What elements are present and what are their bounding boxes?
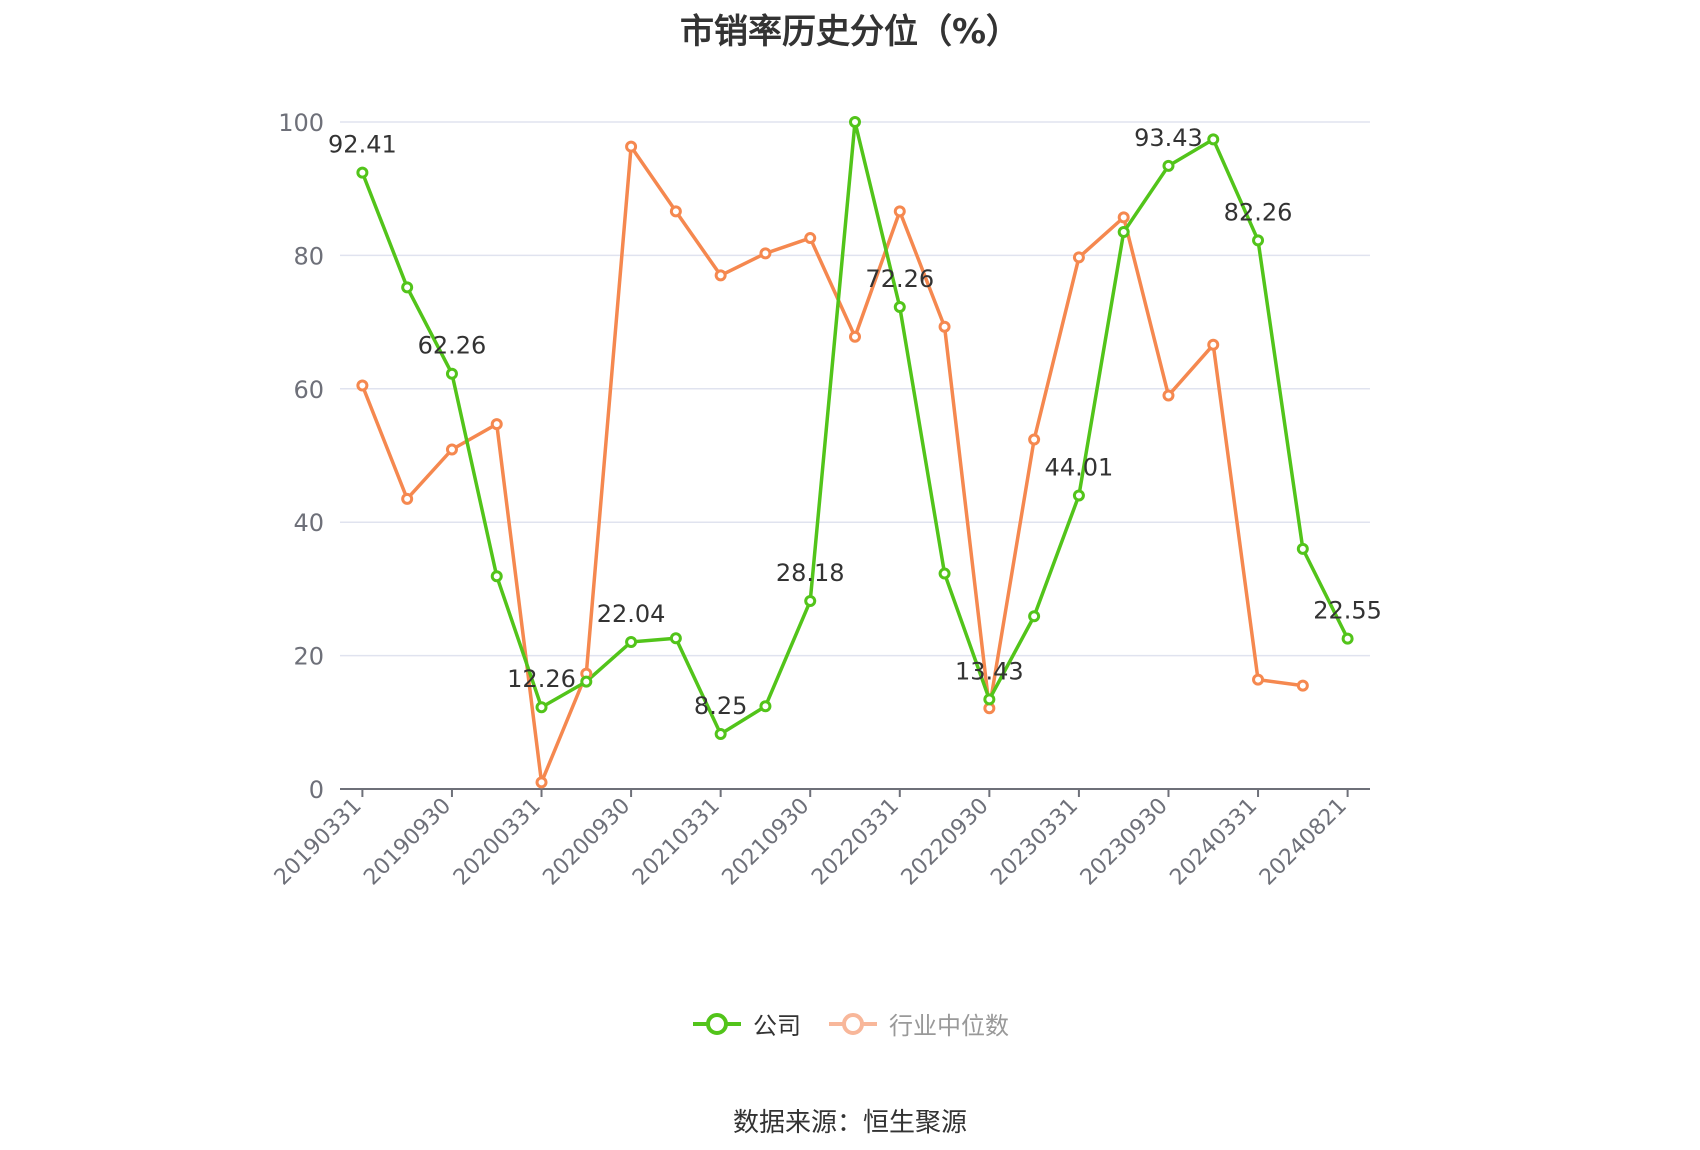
point-industry: [1072, 251, 1085, 264]
x-tick-label: 20200930: [538, 794, 635, 891]
x-tick-label: 20230331: [986, 794, 1083, 891]
point-company: [1162, 159, 1175, 172]
series-line-company: [360, 120, 1350, 736]
point-company: [1296, 542, 1309, 555]
point-industry: [490, 418, 503, 431]
point-company: [669, 632, 682, 645]
point-industry: [1028, 433, 1041, 446]
point-industry: [401, 492, 414, 505]
data-label: 82.26: [1224, 198, 1293, 226]
point-company: [356, 166, 369, 179]
point-company: [714, 727, 727, 740]
data-label: 13.43: [955, 657, 1024, 685]
point-industry: [1296, 679, 1309, 692]
point-company: [804, 595, 817, 608]
x-tick-label: 20230930: [1076, 794, 1173, 891]
point-company: [759, 700, 772, 713]
data-label: 12.26: [507, 665, 576, 693]
legend-item-industry[interactable]: 行业中位数: [827, 1006, 1009, 1041]
point-industry: [535, 776, 548, 789]
legend-label-company: 公司: [753, 1012, 801, 1040]
x-tick-label: 20210331: [628, 794, 725, 891]
y-tick-label: 0: [309, 776, 324, 804]
point-company: [535, 701, 548, 714]
data-label: 22.04: [597, 600, 666, 628]
point-company: [1252, 234, 1265, 247]
point-company: [1072, 489, 1085, 502]
y-tick-label: 100: [278, 109, 324, 137]
point-company: [580, 675, 593, 688]
legend-item-company[interactable]: 公司: [691, 1006, 801, 1041]
point-company: [445, 367, 458, 380]
x-tick-label: 20190930: [359, 794, 456, 891]
point-industry: [356, 379, 369, 392]
point-company: [1117, 226, 1130, 239]
legend-label-industry: 行业中位数: [889, 1012, 1009, 1040]
point-company: [401, 281, 414, 294]
data-label: 92.41: [328, 131, 397, 159]
data-label: 22.55: [1313, 597, 1382, 625]
grid-lines: [340, 121, 1370, 657]
source-note: 数据来源：恒生聚源: [732, 1108, 967, 1138]
x-tick-label: 20220331: [807, 794, 904, 891]
y-tick-label: 20: [293, 643, 324, 671]
legend-swatch-industry: [829, 1012, 877, 1035]
point-company: [1207, 133, 1220, 146]
data-label: 62.26: [418, 332, 487, 360]
legend-swatch-company: [693, 1012, 741, 1035]
point-industry: [1252, 673, 1265, 686]
y-tick-label: 60: [293, 376, 324, 404]
data-label: 28.18: [776, 559, 845, 587]
x-tick-label: 20200331: [449, 794, 546, 891]
legend: 公司 行业中位数: [0, 1006, 1700, 1041]
point-company: [938, 567, 951, 580]
point-industry: [804, 232, 817, 245]
x-tick-label: 20240821: [1255, 794, 1352, 891]
data-labels: 92.41 62.26 12.26 22.04 8.25 28.18 72.26 13.43 4…: [328, 124, 1382, 720]
point-industry: [849, 330, 861, 343]
point-industry: [669, 205, 682, 218]
chart-title: 市销率历史分位（%）: [679, 12, 1021, 52]
point-industry: [1117, 211, 1130, 224]
data-label: 44.01: [1045, 453, 1114, 481]
point-industry: [759, 247, 772, 260]
point-company: [625, 635, 638, 648]
point-company: [1341, 632, 1354, 645]
point-industry: [714, 269, 727, 282]
data-label: 93.43: [1134, 124, 1203, 152]
point-industry: [625, 140, 638, 153]
x-tick-label: 20240331: [1165, 794, 1262, 891]
point-company: [1028, 610, 1041, 623]
x-tick-label: 20210930: [718, 794, 815, 891]
point-company: [893, 301, 906, 314]
data-label: 72.26: [865, 265, 934, 293]
point-industry: [445, 443, 458, 456]
data-label: 8.25: [694, 692, 747, 720]
series-points: [356, 116, 1354, 789]
x-tick-label: 20220930: [897, 794, 994, 891]
series-line-industry: [360, 144, 1304, 785]
point-company: [490, 570, 503, 583]
point-industry: [1162, 389, 1175, 402]
x-tick-label: 20190331: [270, 794, 367, 891]
y-tick-label: 80: [293, 242, 324, 270]
point-company: [983, 693, 996, 706]
y-tick-label: 40: [293, 509, 324, 537]
point-industry: [938, 320, 951, 333]
point-company: [849, 116, 861, 128]
point-industry: [1207, 338, 1220, 351]
point-industry: [893, 205, 906, 218]
